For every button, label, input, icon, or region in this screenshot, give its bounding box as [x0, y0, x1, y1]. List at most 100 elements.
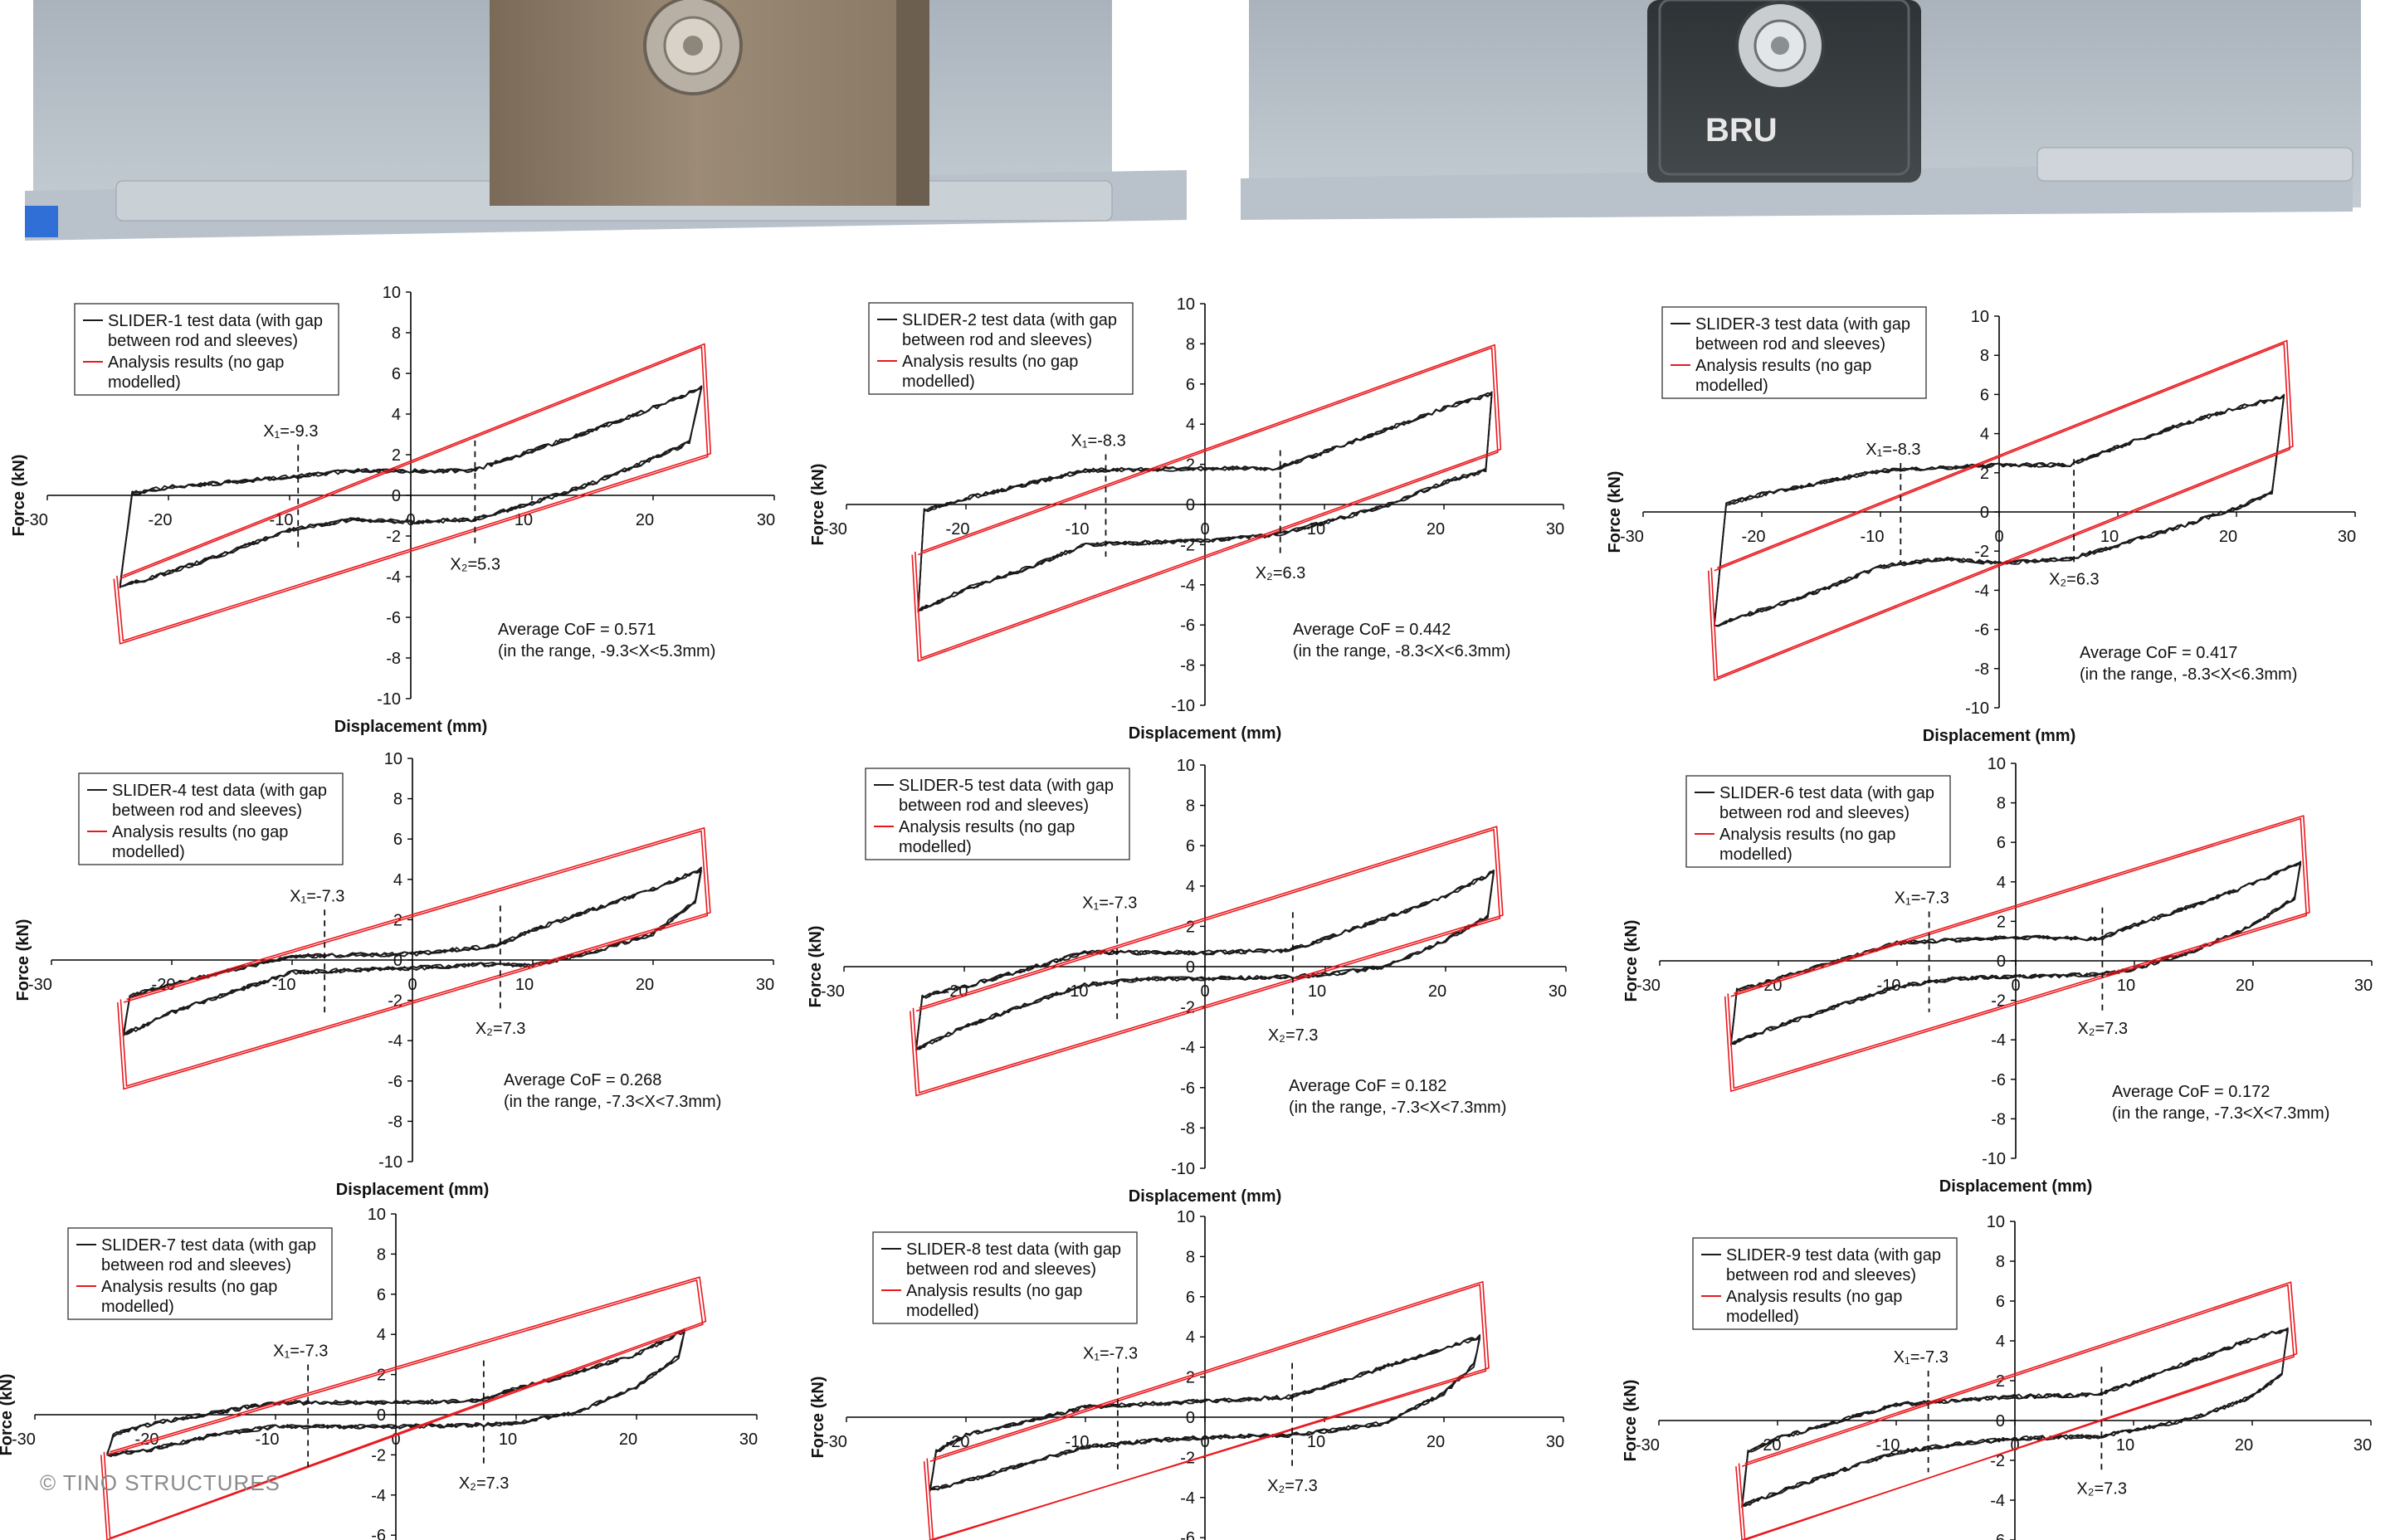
x-tick-label: 20: [636, 976, 654, 994]
y-tick-label: 8: [392, 324, 401, 343]
y-tick-label: 8: [1996, 1253, 2005, 1271]
y-tick-label: 10: [1177, 1208, 1195, 1226]
legend-label-analysis-cont: modelled): [1695, 377, 1768, 395]
legend-label-analysis: Analysis results (no gap: [1719, 826, 1895, 844]
y-tick-label: 0: [1186, 496, 1195, 514]
x-tick-label: 10: [515, 511, 533, 529]
chart-panel-3: -30 -20 -10 0 10 20 30-10-8-6-4-20246810Displa…: [1606, 306, 2356, 745]
y-tick-label: 10: [383, 284, 401, 302]
legend-label-test-cont: between rod and sleeves): [906, 1260, 1096, 1279]
chart-panel-4: -30 -20 -10 0 10 20 30-10-8-6-4-20246810Displa…: [14, 750, 774, 1199]
test-data-series: [123, 866, 702, 1036]
legend-box: [872, 1231, 1138, 1324]
y-tick-label: 2: [1186, 456, 1195, 475]
stamp-text: BRU: [1705, 112, 1778, 149]
x-tick-label: -10: [272, 976, 296, 994]
y-tick-label: 10: [1988, 755, 2006, 773]
x2-label: X₂=6.3: [1256, 564, 1306, 582]
x2-label: X₂=7.3: [459, 1474, 510, 1493]
legend: SLIDER-4 test data (with gap between rod …: [78, 772, 344, 865]
x-tick-label: -10: [256, 1430, 280, 1449]
legend-label-test: SLIDER-1 test data (with gap: [108, 312, 323, 330]
y-tick-label: 8: [393, 791, 402, 809]
legend-label-test: SLIDER-3 test data (with gap: [1695, 315, 1910, 334]
legend-label-test-cont: between rod and sleeves): [101, 1256, 291, 1274]
x2-label: X₂=7.3: [2077, 1020, 2128, 1038]
y-tick-label: -6: [386, 609, 401, 627]
legend-label-analysis-cont: modelled): [112, 843, 185, 861]
y-tick-label: -10: [377, 690, 401, 709]
y-tick-label: -8: [1180, 657, 1195, 675]
test-loop: [1713, 395, 2285, 627]
x-tick-label: 0: [2011, 977, 2020, 995]
x-axis-title: Displacement (mm): [1129, 1187, 1282, 1206]
y-tick-label: -10: [1171, 697, 1195, 715]
y-tick-label: -4: [388, 1032, 402, 1050]
y-tick-label: 6: [392, 365, 401, 383]
analysis-loop: [912, 826, 1504, 1094]
y-tick-label: 0: [1186, 1409, 1195, 1427]
x-tick-label: -10: [1861, 528, 1885, 546]
analysis-series: [1735, 1281, 2298, 1540]
x-tick-label: 20: [2236, 977, 2254, 995]
x1-label: X₁=-7.3: [273, 1343, 328, 1361]
analysis-series: [911, 344, 1502, 662]
cof-range-annotation: (in the range, -7.3<X<7.3mm): [2112, 1104, 2329, 1123]
cof-annotation: Average CoF = 0.172: [2112, 1083, 2270, 1101]
y-tick-label: 4: [392, 406, 401, 424]
x-tick-label: 10: [2116, 1436, 2134, 1455]
cof-annotation: Average CoF = 0.417: [2080, 644, 2237, 662]
y-tick-label: 6: [377, 1286, 386, 1304]
y-tick-label: -2: [371, 1446, 386, 1464]
y-tick-label: -4: [1180, 577, 1195, 595]
specimen-photo-left: [25, 0, 1187, 241]
analysis-loop: [910, 829, 1501, 1097]
x-tick-label: 30: [2353, 1436, 2372, 1455]
y-tick-label: 10: [1177, 757, 1195, 775]
x2-label: X₂=7.3: [1268, 1026, 1319, 1045]
test-loop: [929, 1336, 1481, 1491]
y-tick-label: 0: [1980, 504, 1989, 522]
x2-label: X₂=5.3: [450, 556, 500, 574]
y-tick-label: -10: [1965, 699, 1989, 718]
legend-label-analysis-cont: modelled): [899, 838, 972, 856]
y-tick-label: -4: [371, 1487, 386, 1505]
x-tick-label: -10: [1066, 520, 1090, 539]
y-tick-label: -6: [1180, 616, 1195, 635]
y-axis-title: Force (kN): [1622, 1380, 1640, 1462]
x-tick-label: -30: [821, 982, 845, 1001]
legend-label-test: SLIDER-6 test data (with gap: [1719, 784, 1934, 802]
chart-panel-5: -30 -20 -10 0 10 20 30-10-8-6-4-20246810Displa…: [807, 757, 1567, 1206]
y-tick-label: 4: [1186, 416, 1195, 434]
x-tick-label: 30: [1546, 1433, 1564, 1451]
x2-label: X₂=6.3: [2049, 570, 2100, 588]
legend-label-test-cont: between rod and sleeves): [1726, 1266, 1916, 1284]
legend: SLIDER-1 test data (with gap between rod …: [74, 303, 339, 396]
y-tick-label: -10: [1171, 1160, 1195, 1178]
x1-label: X₁=-7.3: [1082, 894, 1137, 912]
legend-box: [1685, 775, 1951, 868]
chart-panel-6: -30 -20 -10 0 10 20 30-10-8-6-4-20246810Displa…: [1622, 755, 2373, 1196]
y-tick-label: -8: [388, 1113, 402, 1131]
y-tick-label: -8: [1180, 1119, 1195, 1138]
y-tick-label: 2: [392, 446, 401, 465]
cof-range-annotation: (in the range, -9.3<X<5.3mm): [498, 642, 715, 660]
analysis-series: [113, 343, 712, 645]
y-tick-label: 4: [1997, 874, 2006, 892]
analysis-loop: [1710, 339, 2294, 679]
y-tick-label: -6: [1990, 1532, 2005, 1540]
cof-range-annotation: (in the range, -8.3<X<6.3mm): [1293, 642, 1510, 660]
test-loop: [917, 391, 1493, 612]
y-tick-label: 2: [1997, 913, 2006, 931]
x-tick-label: 10: [499, 1430, 517, 1449]
y-tick-label: -4: [1180, 1039, 1195, 1057]
x-tick-label: -30: [823, 1433, 847, 1451]
test-loop: [1729, 860, 2302, 1045]
test-loop: [119, 386, 703, 589]
y-tick-label: 8: [1186, 1248, 1195, 1266]
legend-label-analysis-cont: modelled): [906, 1302, 979, 1320]
y-tick-label: -4: [1180, 1489, 1195, 1508]
